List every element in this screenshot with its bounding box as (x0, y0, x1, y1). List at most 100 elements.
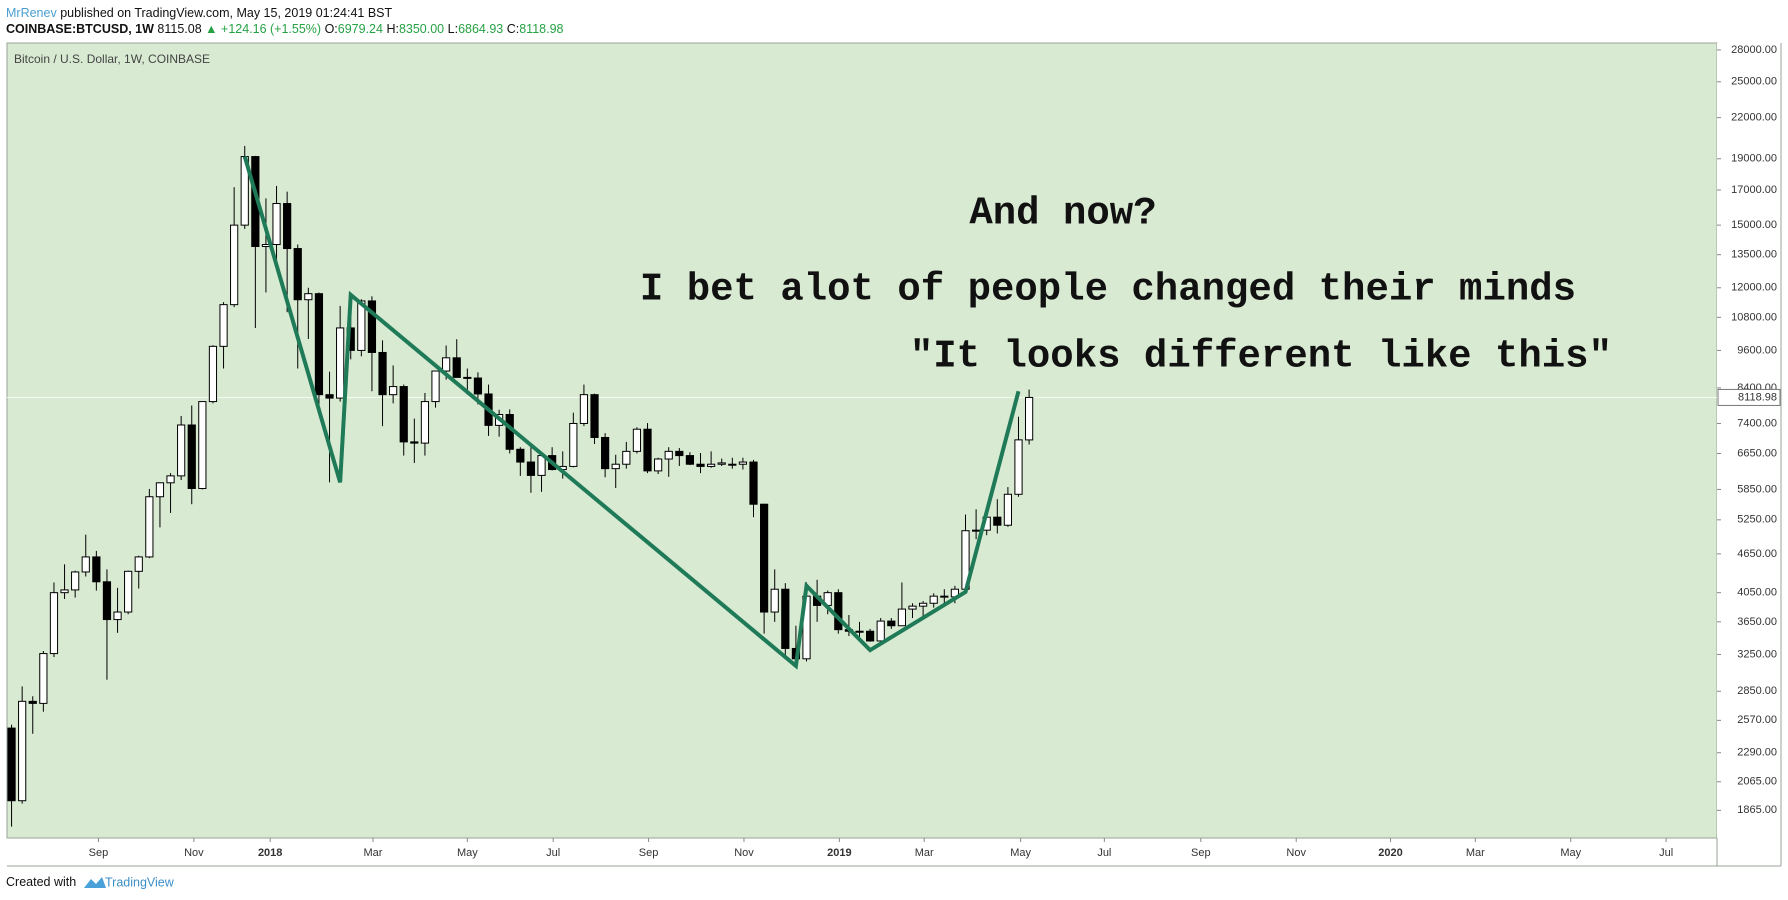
y-tick-label: 7400.00 (1737, 417, 1777, 429)
y-tick-label: 13500.00 (1731, 249, 1777, 261)
candle-body (49, 592, 59, 655)
y-tick-label: 28000.00 (1731, 44, 1777, 56)
candle-body (410, 441, 419, 444)
candle-body (717, 462, 726, 465)
ohlc-label: H: (386, 22, 399, 36)
candle-body (707, 463, 716, 467)
y-tick-label: 4650.00 (1737, 548, 1777, 560)
y-tick-label: 25000.00 (1731, 76, 1777, 88)
header-line-2: COINBASE:BTCUSD, 1W 8115.08 ▲ +124.16 (+… (6, 22, 564, 36)
header-line-1: MrRenev published on TradingView.com, Ma… (6, 6, 392, 20)
candle-body (601, 436, 610, 470)
candle-body (516, 448, 525, 463)
x-tick-label: 2018 (258, 847, 282, 859)
candles (7, 145, 1717, 827)
y-tick-label: 5850.00 (1737, 483, 1777, 495)
candle-body (230, 224, 239, 306)
candle-body (92, 556, 101, 583)
candle-body (876, 620, 885, 642)
candle-body (654, 458, 663, 472)
x-tick-label: Sep (1191, 847, 1211, 859)
x-tick-label: Sep (639, 847, 659, 859)
candle-body (431, 370, 440, 403)
candle-body (208, 345, 218, 403)
candle-body (993, 516, 1002, 526)
candle-body (198, 401, 207, 489)
candle-body (18, 700, 27, 802)
candle-body (124, 570, 133, 613)
annotations: And now? I bet alot of people changed the… (640, 191, 1612, 378)
x-tick-label: Mar (364, 847, 383, 859)
logo-icon (84, 877, 106, 888)
candle-body (1024, 396, 1034, 441)
y-tick-label: 1865.00 (1737, 804, 1777, 816)
x-tick-label: Jul (546, 847, 560, 859)
x-tick-label: Nov (1286, 847, 1306, 859)
candle-body (261, 244, 271, 248)
change: +124.16 (+1.55%) (221, 22, 321, 36)
x-tick-label: May (1560, 847, 1581, 859)
x-tick-label: Jul (1659, 847, 1673, 859)
candle-body (28, 700, 37, 704)
candle-body (908, 605, 917, 610)
y-tick-label: 9600.00 (1737, 344, 1777, 356)
brand: TradingView (105, 875, 175, 889)
candle-body (177, 424, 186, 477)
x-tick-label: Nov (184, 847, 204, 859)
drawings (242, 156, 1021, 670)
ohlc-label: L: (448, 22, 458, 36)
author[interactable]: MrRenev (6, 6, 57, 20)
candle-body (293, 248, 302, 301)
candle-body (696, 463, 705, 467)
x-tick-label: Mar (915, 847, 934, 859)
ohlc-value: 8350.00 (399, 22, 444, 36)
candle-body (166, 475, 175, 484)
candle-body (155, 482, 165, 498)
y-tick-label: 3250.00 (1737, 648, 1777, 660)
footer: Created with (6, 875, 76, 889)
candle-body (834, 592, 843, 631)
candle-body (325, 394, 334, 399)
x-tick-label: May (1010, 847, 1031, 859)
x-tick-label: 2019 (827, 847, 851, 859)
candle-body (664, 450, 673, 460)
x-tick-label: Mar (1466, 847, 1485, 859)
candle-body (367, 300, 377, 353)
candle-body (113, 611, 122, 621)
candle-body (71, 571, 80, 591)
candle-body (442, 357, 451, 372)
ohlc-value: 8118.98 (519, 22, 563, 36)
brand-logo[interactable]: TradingView (84, 875, 175, 889)
candle-body (357, 300, 366, 351)
published: published on TradingView.com, May 15, 20… (60, 6, 392, 20)
candle-body (866, 630, 875, 642)
candle-body (855, 630, 864, 633)
x-tick-label: Jul (1097, 847, 1111, 859)
candle-body (579, 394, 589, 424)
ohlc-value: 6864.93 (458, 22, 503, 36)
candle-body (940, 595, 949, 598)
candle-body (897, 608, 907, 627)
x-tick-label: Sep (89, 847, 109, 859)
y-tick-label: 22000.00 (1731, 112, 1777, 124)
candle-body (919, 602, 928, 607)
price: 8115.08 (157, 22, 201, 36)
candle-body (134, 556, 143, 572)
candle-body (770, 588, 779, 613)
candle-body (60, 589, 69, 594)
x-tick-label: May (457, 847, 478, 859)
candle-body (728, 463, 737, 466)
candle-body (452, 357, 461, 378)
plot-area (6, 42, 1718, 839)
arrow: ▲ (205, 22, 217, 36)
created-with: Created with (6, 875, 76, 889)
annotation: And now? (969, 191, 1156, 235)
candle-body (887, 620, 896, 627)
annotation: "It looks different like this" (910, 334, 1612, 378)
y-tick-label: 10800.00 (1731, 311, 1777, 323)
candle-body (463, 376, 472, 379)
candle-body (102, 581, 112, 621)
y-tick-label: 5250.00 (1737, 514, 1777, 526)
